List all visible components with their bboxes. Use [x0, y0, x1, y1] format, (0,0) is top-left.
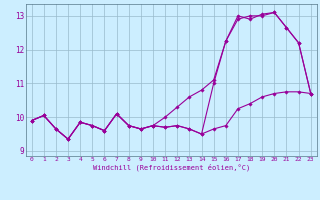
X-axis label: Windchill (Refroidissement éolien,°C): Windchill (Refroidissement éolien,°C) — [92, 164, 250, 171]
